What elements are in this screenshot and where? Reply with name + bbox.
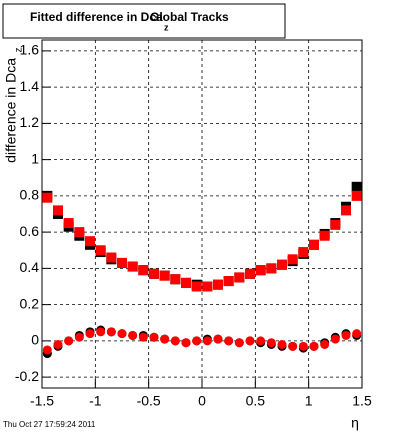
data-point xyxy=(213,334,223,344)
y-tick-label: 0.4 xyxy=(20,259,40,275)
data-point xyxy=(309,341,319,351)
data-point xyxy=(138,265,149,276)
x-tick-label: 1 xyxy=(305,393,313,409)
data-point xyxy=(64,336,74,346)
y-tick-label: 0.8 xyxy=(20,187,40,203)
title-subscript: z xyxy=(164,22,169,32)
x-tick-label: 0.5 xyxy=(246,393,266,409)
data-point xyxy=(287,254,298,265)
data-point xyxy=(341,330,351,340)
data-point xyxy=(170,336,180,346)
x-tick-label: 1.5 xyxy=(352,393,372,409)
data-point xyxy=(255,265,266,276)
data-point xyxy=(117,329,127,339)
data-point xyxy=(213,279,223,290)
data-point xyxy=(170,274,181,285)
data-point xyxy=(53,340,63,349)
data-point xyxy=(266,263,277,274)
data-point xyxy=(245,336,255,346)
data-point xyxy=(224,336,234,346)
data-point xyxy=(234,338,244,348)
data-point xyxy=(149,332,159,342)
y-tick-label: 1.6 xyxy=(20,42,40,58)
data-point xyxy=(266,338,276,348)
data-point xyxy=(277,340,287,349)
data-point xyxy=(117,257,127,268)
data-point xyxy=(42,192,53,203)
data-point xyxy=(351,190,362,201)
data-point xyxy=(202,281,213,292)
footer: Thu Oct 27 17:59:24 2011 xyxy=(3,420,96,429)
y-tick-label: -0.2 xyxy=(15,368,39,384)
data-point xyxy=(74,332,84,342)
data-point xyxy=(63,218,74,229)
data-point xyxy=(234,272,245,283)
y-tick-label: 1 xyxy=(31,150,39,166)
data-point xyxy=(202,336,212,346)
x-axis-label: η xyxy=(351,415,359,431)
data-point xyxy=(309,239,319,250)
data-point xyxy=(330,219,341,230)
data-point xyxy=(149,268,159,279)
data-point xyxy=(298,341,308,351)
data-point xyxy=(138,332,148,342)
data-point xyxy=(85,236,95,247)
data-point xyxy=(352,329,362,339)
data-point xyxy=(298,247,309,258)
data-point xyxy=(351,181,362,192)
title-suffix: Global Tracks xyxy=(150,10,229,24)
y-tick-label: 0.2 xyxy=(20,295,40,311)
data-point xyxy=(42,345,52,355)
data-point xyxy=(256,336,266,346)
data-point xyxy=(341,205,351,216)
data-point xyxy=(85,329,95,339)
data-point xyxy=(128,330,138,340)
y-tick-label: 0.6 xyxy=(20,223,40,239)
data-point xyxy=(127,261,138,272)
data-point xyxy=(160,334,170,344)
data-point xyxy=(53,205,63,216)
data-point xyxy=(181,338,191,348)
data-point xyxy=(192,336,202,346)
data-point xyxy=(191,281,202,292)
data-point xyxy=(319,230,330,241)
y-tick-label: 1.2 xyxy=(20,114,40,130)
chart-title: Fitted difference in Dca xyxy=(30,10,163,24)
x-tick-label: -1 xyxy=(89,393,102,409)
y-axis-label: difference in Dca xyxy=(3,58,19,163)
data-point xyxy=(288,341,298,351)
x-tick-label: 0 xyxy=(198,393,206,409)
y-axis-label-subscript: z xyxy=(14,48,25,53)
data-point xyxy=(106,327,116,337)
x-tick-label: -0.5 xyxy=(137,393,161,409)
data-point xyxy=(96,327,106,337)
data-point xyxy=(95,245,106,256)
y-tick-label: 1.4 xyxy=(20,78,40,94)
y-tick-label: 0 xyxy=(31,332,39,348)
x-tick-label: -1.5 xyxy=(30,393,54,409)
data-point xyxy=(74,227,85,238)
data-point xyxy=(320,340,330,349)
data-point xyxy=(181,277,191,288)
data-point xyxy=(159,270,170,281)
data-point xyxy=(106,252,117,263)
title-box xyxy=(2,3,286,39)
data-point xyxy=(245,268,255,279)
data-point xyxy=(223,276,234,287)
data-point xyxy=(330,334,340,344)
data-point xyxy=(277,259,287,270)
